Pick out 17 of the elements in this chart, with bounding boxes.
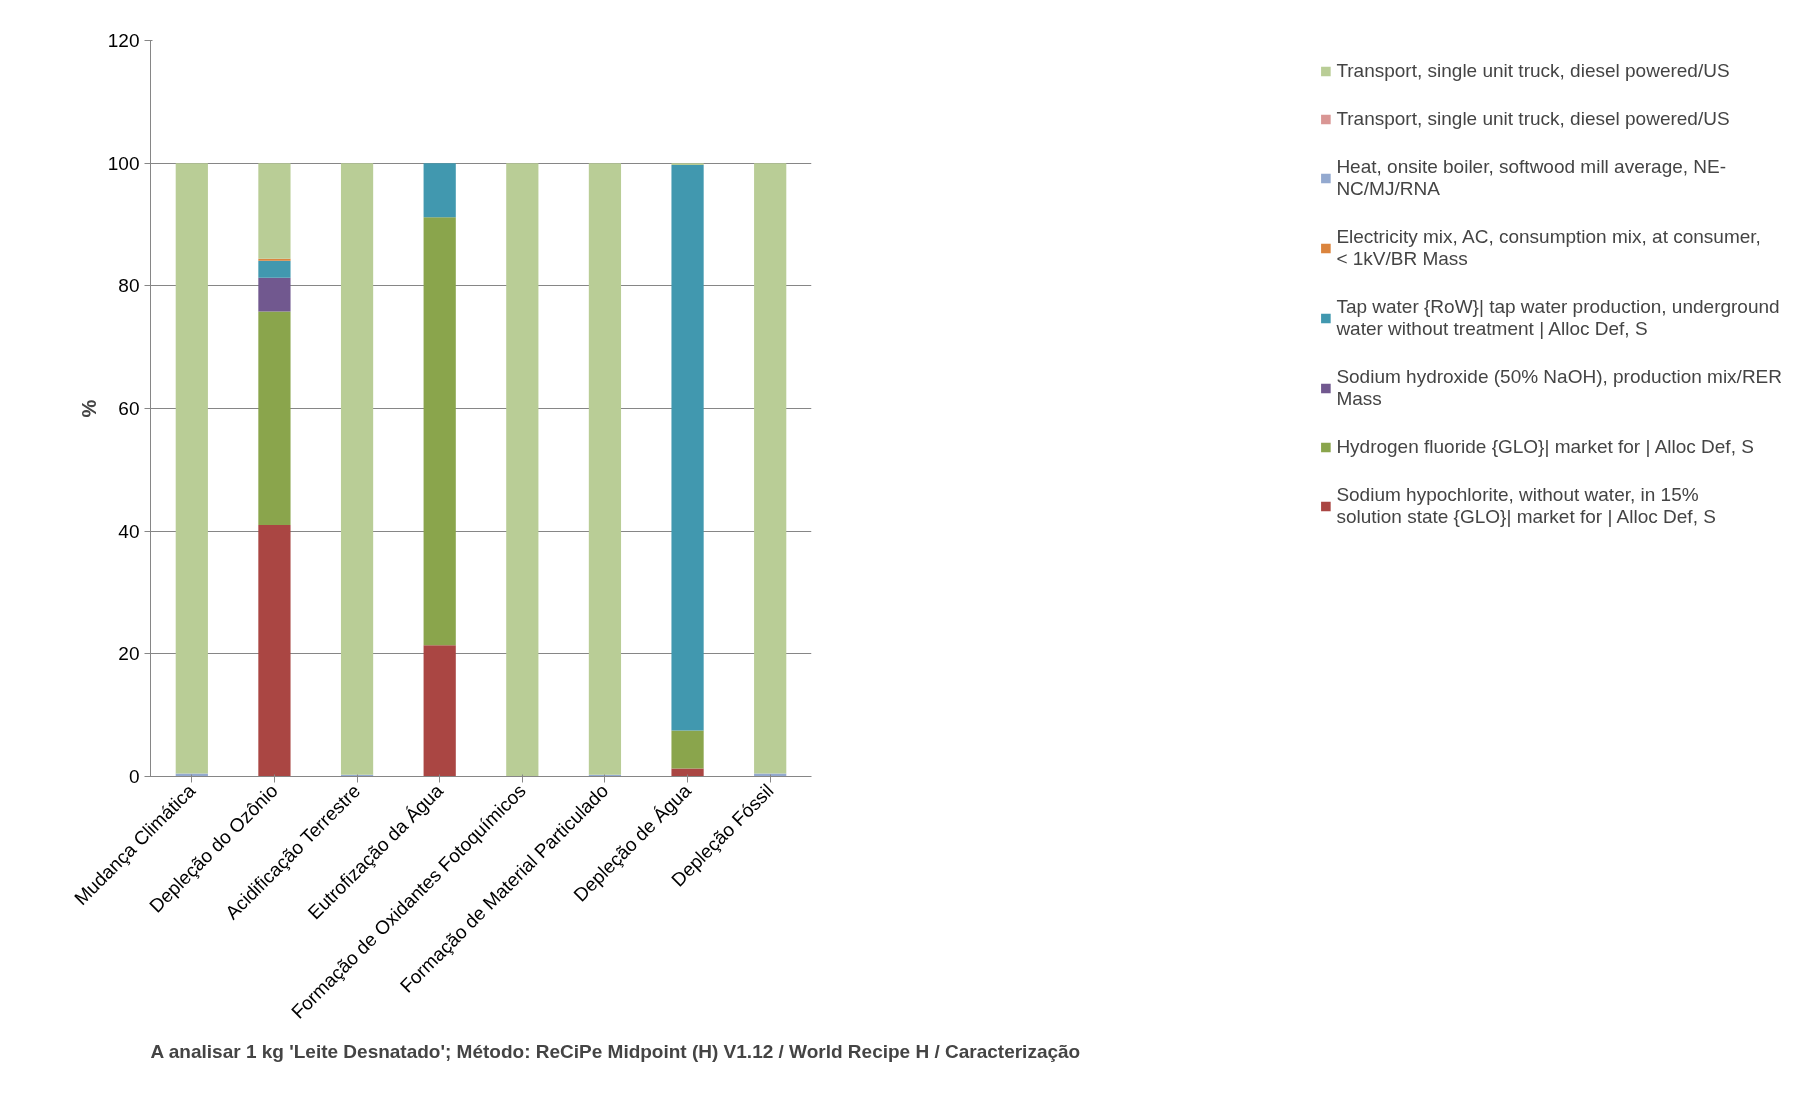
y-tick-label: 80 xyxy=(118,275,140,297)
legend-label: Transport, single unit truck, diesel powered/US xyxy=(1336,108,1730,130)
legend-label: Sodium hydroxide (50% NaOH), production mix/RER Mass xyxy=(1336,366,1782,410)
text: A analisar 1 kg 'Leite Desnatado'; Método: ReCiPe Midpoint (H) V1.12 / World Recipe H / Caracterização xyxy=(150,1040,1081,1062)
legend-label: Heat, onsite boiler, softwood mill average, NE-NC/MJ/RNA xyxy=(1336,156,1727,200)
y-tick-label: 60 xyxy=(118,398,140,419)
legend-label: Hydrogen fluoride {GLO}| market for | Alloc Def, S xyxy=(1336,436,1754,458)
y-axis-title: % xyxy=(77,399,100,418)
legend-label: Electricity mix, AC, consumption mix, at consumer, < 1kV/BR Mass xyxy=(1336,226,1761,270)
legend-label: Transport, single unit truck, diesel powered/US xyxy=(1336,60,1730,82)
legend-label: Sodium hypochlorite, without water, in 15% solution state {GLO}| market for | Alloc Def, S xyxy=(1336,484,1716,528)
legend-label: Tap water {RoW}| tap water production, underground water without treatment | Alloc Def, S xyxy=(1336,296,1780,340)
y-tick-label: 100 xyxy=(107,152,140,174)
y-tick-label: 40 xyxy=(118,520,140,542)
y-tick-label: 120 xyxy=(107,30,140,51)
y-tick-label: 0 xyxy=(128,766,140,787)
y-tick-label: 20 xyxy=(118,643,140,665)
